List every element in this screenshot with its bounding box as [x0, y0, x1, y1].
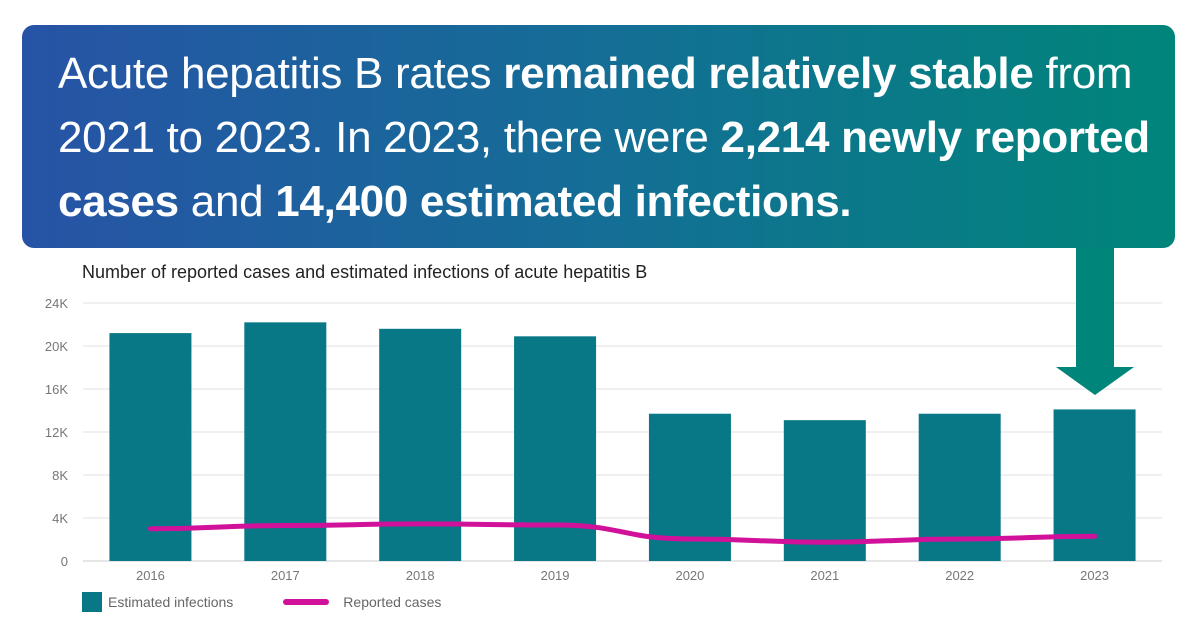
legend: Estimated infections Reported cases — [82, 592, 441, 612]
headline-emphasis: 14,400 estimated infections. — [275, 177, 852, 226]
x-tick-label: 2018 — [406, 568, 435, 583]
y-tick-label: 4K — [52, 511, 68, 526]
y-tick-label: 8K — [52, 468, 68, 483]
y-tick-label: 16K — [45, 382, 68, 397]
y-tick-label: 20K — [45, 339, 68, 354]
legend-label-reported: Reported cases — [343, 594, 442, 610]
x-tick-label: 2019 — [541, 568, 570, 583]
legend-swatch-bar — [82, 592, 102, 612]
headline: Acute hepatitis B rates remained relativ… — [58, 42, 1168, 234]
chart-title: Number of reported cases and estimated i… — [82, 262, 648, 282]
x-tick-label: 2022 — [945, 568, 974, 583]
headline-banner — [22, 25, 1175, 248]
bar — [783, 420, 866, 561]
legend-label-estimated: Estimated infections — [108, 594, 234, 610]
headline-emphasis: 2,214 newly reported cases — [58, 113, 1150, 226]
y-tick-label: 24K — [45, 296, 68, 311]
y-tick-label: 0 — [61, 554, 68, 569]
headline-text: from 2021 to 2023. In 2023, there were — [58, 49, 1133, 162]
legend-swatch-line — [283, 599, 330, 605]
x-tick-label: 2016 — [136, 568, 165, 583]
x-tick-label: 2023 — [1080, 568, 1109, 583]
bar — [244, 322, 327, 561]
x-tick-label: 2020 — [675, 568, 704, 583]
headline-text: Acute hepatitis B rates — [58, 49, 504, 98]
x-tick-label: 2021 — [810, 568, 839, 583]
headline-emphasis: remained relatively stable — [503, 49, 1034, 98]
x-tick-label: 2017 — [271, 568, 300, 583]
reported-cases-line — [147, 521, 1098, 545]
y-tick-label: 12K — [45, 425, 68, 440]
bar — [109, 333, 192, 561]
arrow-down-icon — [1056, 248, 1134, 395]
headline-text: and — [178, 177, 276, 226]
